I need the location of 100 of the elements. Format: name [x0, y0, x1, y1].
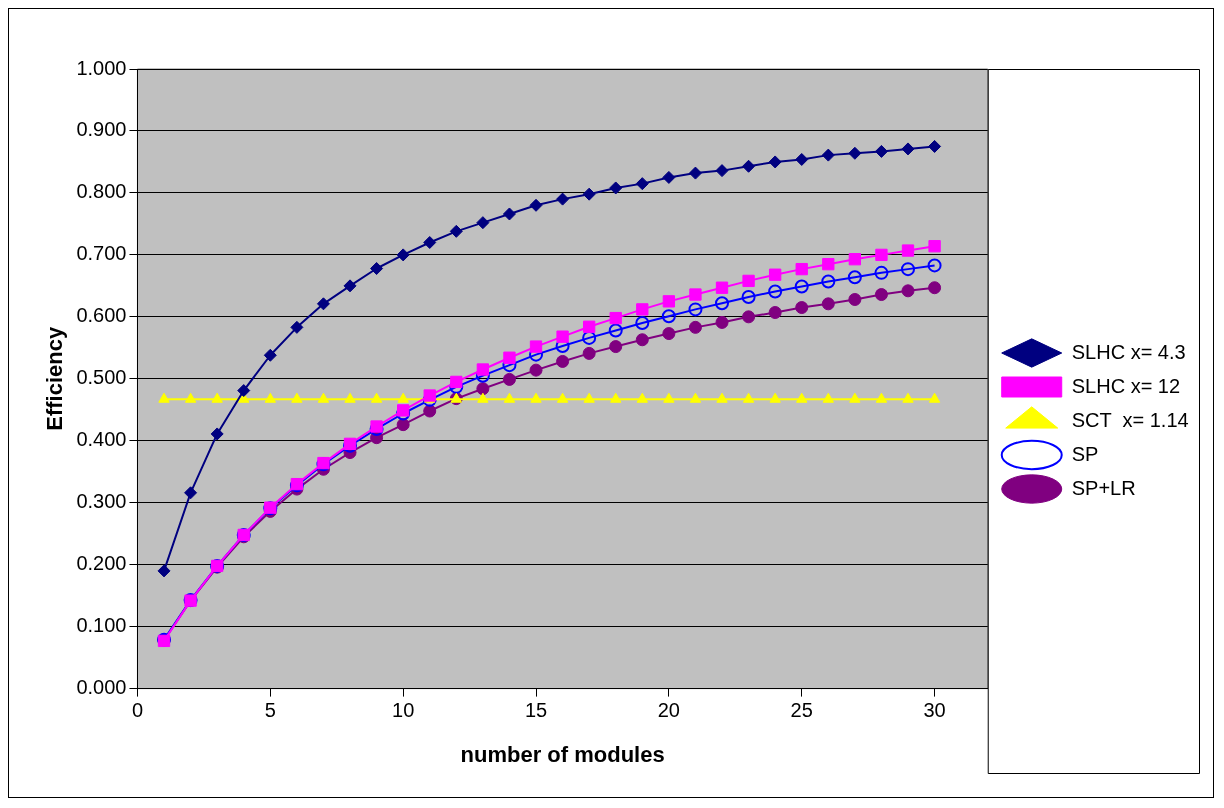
point — [875, 392, 888, 403]
point — [290, 320, 304, 334]
point — [370, 262, 384, 276]
y-axis-title: Efficiency — [42, 326, 68, 431]
y-tick-label: 1.000 — [76, 56, 127, 79]
point — [874, 265, 889, 280]
point — [583, 392, 595, 403]
point — [689, 288, 702, 301]
point — [529, 363, 543, 377]
point — [397, 404, 410, 417]
point — [928, 240, 941, 253]
point — [582, 346, 596, 360]
point — [423, 235, 437, 249]
x-tick-label: 0 — [131, 699, 144, 722]
point — [635, 316, 650, 331]
point — [794, 279, 809, 294]
point — [848, 292, 862, 306]
point — [689, 392, 702, 403]
x-tick-label: 20 — [657, 699, 680, 722]
point — [715, 281, 729, 294]
point — [741, 290, 756, 305]
point — [476, 363, 490, 376]
point — [635, 177, 649, 191]
point — [184, 486, 198, 500]
point — [662, 295, 676, 308]
point — [556, 192, 570, 206]
point — [291, 392, 303, 403]
point — [530, 392, 542, 403]
point — [848, 146, 862, 160]
point — [237, 384, 251, 398]
point — [715, 164, 729, 178]
point — [502, 372, 516, 386]
point — [662, 327, 676, 341]
point — [210, 427, 224, 441]
x-tick-label: 30 — [923, 699, 946, 722]
legend-label: SCT x= 1.14 — [1071, 408, 1189, 431]
point — [529, 340, 543, 353]
point — [769, 392, 781, 403]
point — [663, 392, 675, 403]
point — [529, 198, 543, 212]
legend-label: SLHC x= 12 — [1071, 374, 1181, 397]
point — [583, 320, 596, 333]
point — [742, 392, 755, 403]
y-tick-label: 0.300 — [76, 490, 127, 513]
point — [901, 262, 916, 277]
point — [688, 320, 702, 334]
point — [184, 392, 197, 403]
x-tick-label: 15 — [524, 699, 548, 722]
point — [769, 268, 782, 281]
point — [874, 144, 888, 158]
point — [449, 224, 463, 238]
point — [635, 333, 649, 347]
point — [343, 279, 357, 293]
point — [211, 392, 223, 403]
point — [768, 284, 783, 299]
point — [636, 303, 649, 316]
point — [742, 310, 756, 324]
point — [715, 296, 730, 311]
point — [874, 288, 888, 302]
point — [927, 258, 942, 273]
point — [716, 392, 728, 403]
point — [928, 139, 942, 153]
point — [609, 340, 623, 354]
point — [370, 392, 383, 403]
point — [609, 311, 622, 325]
point — [636, 392, 648, 403]
x-tick-label: 5 — [264, 699, 276, 722]
point — [847, 270, 862, 285]
point — [157, 564, 171, 578]
y-tick-label: 0.700 — [76, 242, 127, 265]
point — [742, 274, 755, 288]
x-tick-label: 25 — [790, 699, 813, 722]
y-tick-label: 0.100 — [76, 614, 127, 637]
point — [396, 418, 410, 432]
point — [397, 392, 409, 403]
point — [849, 392, 861, 403]
point — [556, 354, 570, 368]
point — [795, 152, 809, 166]
point — [795, 262, 808, 276]
point — [450, 375, 463, 389]
point — [396, 248, 410, 262]
x-tick-label: 10 — [392, 699, 415, 722]
y-tick-label: 0.200 — [76, 552, 127, 575]
point — [688, 302, 703, 317]
point — [822, 392, 834, 403]
point — [902, 392, 914, 403]
point — [928, 392, 941, 403]
point — [715, 315, 729, 329]
point — [344, 392, 356, 403]
point — [476, 382, 490, 396]
point — [423, 404, 437, 418]
y-tick-label: 0.800 — [76, 180, 127, 203]
point — [821, 274, 836, 289]
y-tick-label: 0.900 — [76, 118, 127, 141]
point — [476, 216, 490, 230]
point — [582, 187, 596, 201]
point — [317, 392, 330, 403]
legend-label: SP — [1071, 442, 1099, 465]
point — [901, 284, 915, 298]
point — [503, 392, 516, 403]
